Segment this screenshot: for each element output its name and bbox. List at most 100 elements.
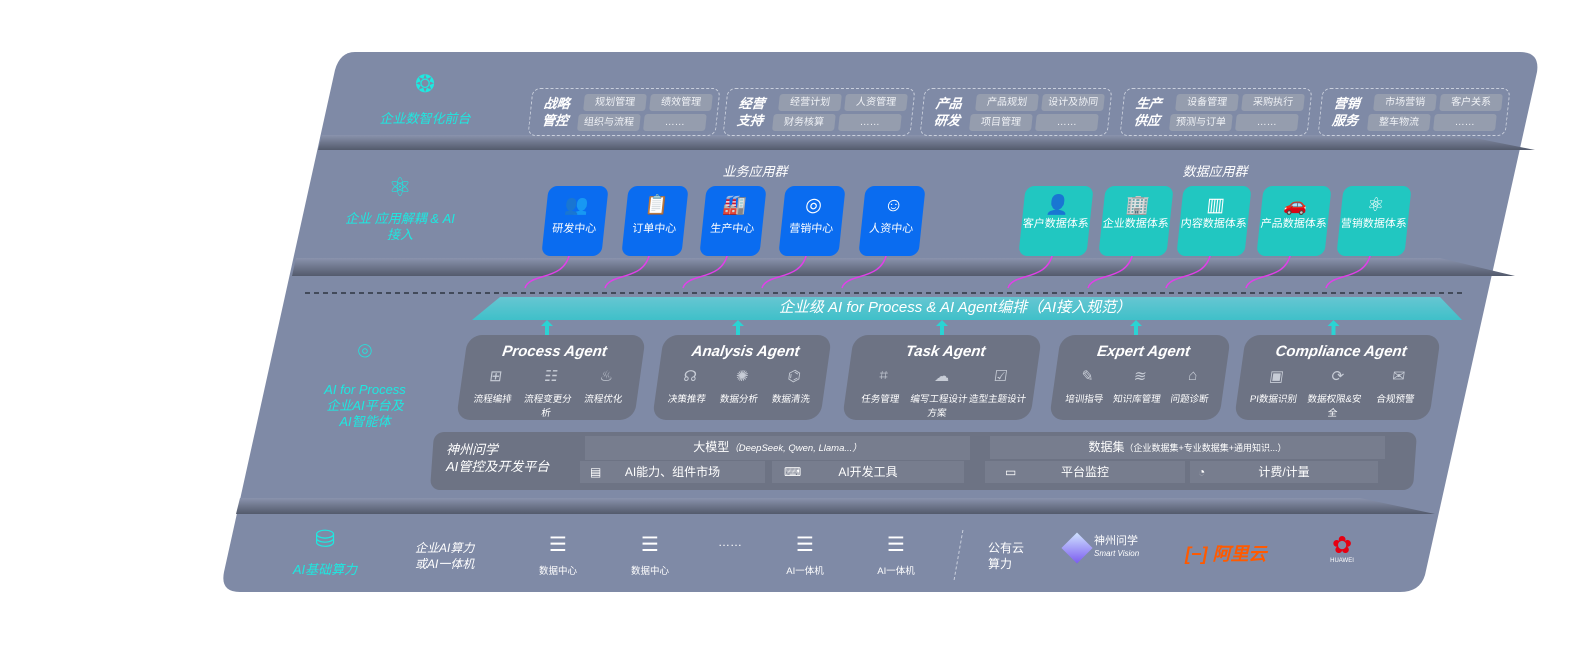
group-chip[interactable]: …… [1433, 114, 1497, 131]
clipboard-icon: 📋 [643, 195, 670, 216]
agent-capability[interactable]: ☷ 流程变更分析 [518, 367, 580, 419]
data-app-tile[interactable]: 🚗 产品数据体系 [1256, 186, 1332, 256]
group-chip[interactable]: 绩效管理 [649, 94, 713, 111]
agent-capability[interactable]: ⌗ 任务管理 [848, 367, 913, 419]
agent-capability[interactable]: ⌬ 数据清洗 [764, 367, 821, 405]
ellipsis: …… [718, 535, 742, 549]
business-app-tile[interactable]: ☺ 人资中心 [858, 186, 926, 256]
node-ai-box: ☰ AI一体机 [775, 532, 835, 577]
group-chip[interactable]: 预测与订单 [1169, 114, 1233, 131]
agent-capability[interactable]: ▣ PI数据识别 [1240, 367, 1308, 419]
dataset-label: 数据集 [1088, 440, 1125, 454]
agent-capability[interactable]: ✉ 合规预警 [1362, 367, 1430, 419]
agent-card[interactable]: Analysis Agent ☊ 决策推荐 ✺ 数据分析 ⌬ 数据清洗 [652, 335, 832, 420]
agent-title: Compliance Agent [1274, 343, 1408, 360]
agent-card[interactable]: Compliance Agent ▣ PI数据识别 ⟳ 数据权限&安全 ✉ 合规预警 [1234, 335, 1441, 420]
capability-label: 流程优化 [583, 394, 624, 405]
node-datacenter: ☰ 数据中心 [528, 532, 588, 577]
data-title: 数据应用群 [1182, 164, 1248, 179]
tool-label: AI能力、组件市场 [624, 465, 721, 479]
group-chip[interactable]: …… [838, 114, 902, 131]
business-app-tile[interactable]: 👥 研发中心 [541, 186, 609, 256]
capability-icon: ✉ [1391, 368, 1407, 385]
connector-arrow [524, 251, 571, 289]
capability-label: PI数据识别 [1249, 394, 1298, 405]
tile-label: 客户数据体系 [1022, 218, 1090, 230]
compute-label: ⛁ AI基础算力 [270, 525, 380, 578]
capability-label: 合规预警 [1375, 394, 1416, 405]
data-app-tile[interactable]: ▥ 内容数据体系 [1176, 186, 1252, 256]
huawei-petal-icon: ✿ [1331, 532, 1353, 559]
group-chip[interactable]: 项目管理 [969, 114, 1033, 131]
dataset-cell: 数据集（企业数据集+专业数据集+通用知识...） [990, 436, 1385, 459]
compute-label-text: AI基础算力 [292, 562, 358, 577]
connector-arrow [604, 251, 651, 289]
data-app-tile[interactable]: 👤 客户数据体系 [1018, 186, 1094, 256]
enterprise-line: 企业AI算力 [415, 541, 475, 555]
agent-capability[interactable]: ☑ 造型主题设计 [966, 367, 1031, 419]
data-app-tile[interactable]: 🏢 企业数据体系 [1098, 186, 1174, 256]
business-app-tile[interactable]: 🏭 生产中心 [699, 186, 767, 256]
apps-label: ⚛ 企业 应用解耦 & AI 接入 [345, 172, 455, 243]
capability-label: 编写工程设计方案 [909, 394, 969, 419]
agent-card[interactable]: Expert Agent ✎ 培训指导 ≋ 知识库管理 ⌂ 问题诊断 [1049, 335, 1231, 420]
tile-label: 订单中心 [631, 223, 677, 235]
capability-icon: ☁ [933, 368, 951, 385]
dataset-note: （企业数据集+专业数据集+通用知识...） [1124, 443, 1287, 453]
group-chip[interactable]: 经营计划 [778, 94, 842, 111]
front-label: ❂ 企业数智化前台 [370, 70, 480, 127]
group-chip[interactable]: …… [1235, 114, 1299, 131]
public-line: 算力 [988, 557, 1013, 571]
group-chip[interactable]: …… [643, 114, 707, 131]
agent-card[interactable]: Process Agent ⊞ 流程编排 ☷ 流程变更分析 ♨ 流程优化 [456, 335, 646, 420]
capability-label: 流程编排 [472, 394, 513, 405]
gauge-icon: ◔ [1198, 465, 1206, 479]
agent-capability[interactable]: ✺ 数据分析 [712, 367, 769, 405]
huawei-logo: ✿ HUAWEI [1322, 532, 1362, 565]
capability-icon: ☊ [682, 368, 698, 385]
data-app-tile[interactable]: ⚛ 营销数据体系 [1336, 186, 1412, 256]
group-chip[interactable]: 设备管理 [1175, 94, 1239, 111]
monitor-icon: ▭ [1005, 465, 1017, 479]
agent-capability[interactable]: ☊ 决策推荐 [660, 367, 717, 405]
agent-capability[interactable]: ≋ 知识库管理 [1110, 367, 1167, 405]
capability-label: 知识库管理 [1112, 394, 1162, 405]
agent-capability[interactable]: ♨ 流程优化 [573, 367, 635, 419]
tool-market[interactable]: ▤ AI能力、组件市场 [580, 461, 765, 483]
public-line: 公有云 [988, 541, 1025, 555]
server-icon: ☰ [887, 534, 905, 556]
tool-billing[interactable]: ◔ 计费/计量 [1190, 461, 1378, 483]
car-icon: 🚗 [1282, 195, 1309, 216]
group-chip[interactable]: 采购执行 [1241, 94, 1305, 111]
group-chip[interactable]: 产品规划 [975, 94, 1039, 111]
tool-monitor[interactable]: ▭ 平台监控 [985, 461, 1185, 483]
group-title: 生产供应 [1133, 96, 1163, 128]
capability-label: 流程变更分析 [523, 394, 573, 419]
agent-capability[interactable]: ☁ 编写工程设计方案 [907, 367, 972, 419]
huawei-name: HUAWEI [1330, 558, 1354, 564]
group-chip[interactable]: 整车物流 [1367, 114, 1431, 131]
group-chip[interactable]: 设计及协同 [1041, 94, 1105, 111]
apps-label-text: 企业 应用解耦 & AI 接入 [345, 211, 455, 242]
agent-capability[interactable]: ✎ 培训指导 [1057, 367, 1114, 405]
llm-label: 大模型 [693, 440, 730, 454]
business-app-tile[interactable]: ◎ 营销中心 [778, 186, 846, 256]
agent-capability[interactable]: ⊞ 流程编排 [462, 367, 524, 419]
agent-card[interactable]: Task Agent ⌗ 任务管理 ☁ 编写工程设计方案 ☑ 造型主题设计 [842, 335, 1042, 420]
group-chip[interactable]: 客户关系 [1439, 94, 1503, 111]
capability-icon: ⌂ [1187, 367, 1199, 384]
group-chip[interactable]: 人资管理 [844, 94, 908, 111]
agent-capability[interactable]: ⟳ 数据权限&安全 [1301, 367, 1369, 419]
group-chip[interactable]: 规划管理 [583, 94, 647, 111]
tool-devtools[interactable]: ⌨ AI开发工具 [772, 461, 964, 483]
group-chip[interactable]: 组织与流程 [577, 114, 641, 131]
capability-icon: ⟳ [1330, 368, 1346, 385]
connector-arrow [1087, 251, 1134, 289]
tile-label: 营销中心 [788, 223, 834, 235]
agent-capability[interactable]: ⌂ 问题诊断 [1163, 367, 1220, 405]
group-chip[interactable]: 财务核算 [772, 114, 836, 131]
group-chip[interactable]: …… [1035, 114, 1099, 131]
business-app-tile[interactable]: 📋 订单中心 [621, 186, 689, 256]
group-chip[interactable]: 市场营销 [1373, 94, 1437, 111]
szwx-name: 神州问学 [1094, 535, 1138, 547]
